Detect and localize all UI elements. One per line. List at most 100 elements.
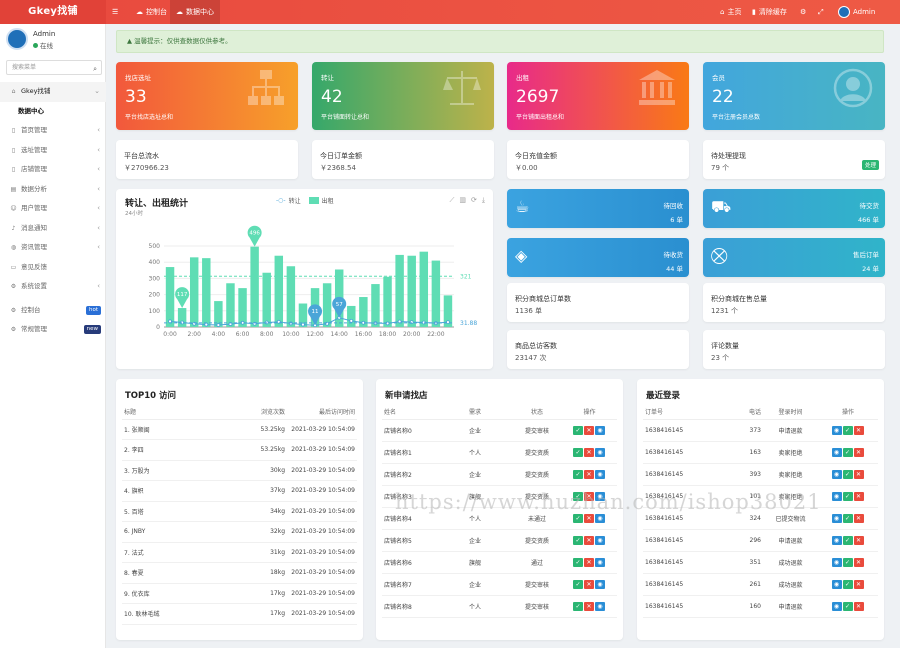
download-icon[interactable]: ⤓ bbox=[481, 196, 485, 204]
approve-button[interactable]: ✓ bbox=[573, 491, 583, 501]
sidebar-toggle-button[interactable]: ☰ bbox=[112, 0, 118, 24]
view-button[interactable]: ◉ bbox=[595, 535, 605, 545]
table-row[interactable]: 1. 张顺闽 53.25kg 2021-03-29 10:54:09 bbox=[122, 419, 357, 440]
reject-button[interactable]: ✕ bbox=[584, 557, 594, 567]
table-row[interactable]: 店铺名称6 旗舰 通过 ✓ ✕ ◉ bbox=[382, 551, 617, 574]
table-row[interactable]: 9. 优衣库 17kg 2021-03-29 10:54:09 bbox=[122, 583, 357, 604]
view-button[interactable]: ◉ bbox=[595, 557, 605, 567]
bar[interactable] bbox=[443, 295, 453, 327]
approve-button[interactable]: ✓ bbox=[573, 601, 583, 611]
tab-data-center[interactable]: ☁ 数据中心 bbox=[170, 0, 220, 24]
table-row[interactable]: 1638416145 101 卖家拒绝 ◉ ✓ ✕ bbox=[643, 485, 878, 508]
reject-button[interactable]: ✕ bbox=[853, 579, 864, 589]
sidebar-item[interactable]: 数据中心 bbox=[0, 102, 106, 122]
bar[interactable] bbox=[407, 255, 416, 327]
view-button[interactable]: ◉ bbox=[831, 535, 842, 545]
table-row[interactable]: 店铺名称4 个人 未通过 ✓ ✕ ◉ bbox=[382, 507, 617, 530]
view-button[interactable]: ◉ bbox=[831, 469, 842, 479]
approve-button[interactable]: ✓ bbox=[842, 513, 853, 523]
table-row[interactable]: 店铺名称3 旗舰 提交资质 ✓ ✕ ◉ bbox=[382, 485, 617, 508]
table-row[interactable]: 1638416145 163 卖家拒绝 ◉ ✓ ✕ bbox=[643, 441, 878, 464]
view-button[interactable]: ◉ bbox=[831, 557, 842, 567]
clear-cache-button[interactable]: ▮ 清除缓存 bbox=[752, 0, 787, 24]
line-point[interactable] bbox=[216, 323, 221, 327]
table-row[interactable]: 3. 万股为 30kg 2021-03-29 10:54:09 bbox=[122, 460, 357, 481]
sidebar-item[interactable]: ⚙ 控制台 hot bbox=[0, 301, 106, 321]
approve-button[interactable]: ✓ bbox=[842, 557, 853, 567]
settings-button[interactable]: ⚙ bbox=[800, 0, 806, 24]
approve-button[interactable]: ✓ bbox=[842, 425, 853, 435]
stat-card[interactable]: 出租 2697 平台铺面出租总和 bbox=[507, 62, 689, 130]
stat-card[interactable]: 会员 22 平台注册会员总数 bbox=[703, 62, 885, 130]
view-button[interactable]: ◉ bbox=[595, 425, 605, 435]
sidebar-item[interactable]: ⚙ 常规管理 new bbox=[0, 320, 106, 340]
bar[interactable] bbox=[177, 308, 187, 327]
sidebar-item[interactable]: ⚙ 系统设置 ‹ bbox=[0, 277, 106, 297]
sidebar-item[interactable]: ▯ 首页管理 ‹ bbox=[0, 121, 106, 141]
view-button[interactable]: ◉ bbox=[831, 425, 842, 435]
reject-button[interactable]: ✕ bbox=[584, 579, 594, 589]
bar[interactable] bbox=[238, 288, 247, 327]
chart-bar-icon[interactable]: ▥ bbox=[459, 196, 467, 204]
table-row[interactable]: 1638416145 393 卖家拒绝 ◉ ✓ ✕ bbox=[643, 463, 878, 486]
table-row[interactable]: 6. JNBY 32kg 2021-03-29 10:54:09 bbox=[122, 521, 357, 543]
reject-button[interactable]: ✕ bbox=[584, 469, 594, 479]
reject-button[interactable]: ✕ bbox=[853, 469, 864, 479]
approve-button[interactable]: ✓ bbox=[573, 513, 583, 523]
legend-bar[interactable]: 出租 bbox=[308, 196, 334, 205]
bar[interactable] bbox=[202, 258, 211, 327]
bar[interactable] bbox=[165, 267, 175, 327]
sidebar-item[interactable]: ♪ 消息通知 ‹ bbox=[0, 219, 106, 239]
menu-search-input[interactable]: 搜索菜单 ⌕ bbox=[6, 60, 102, 75]
approve-button[interactable]: ✓ bbox=[573, 447, 583, 457]
home-link[interactable]: ⌂ 主页 bbox=[720, 0, 741, 24]
approve-button[interactable]: ✓ bbox=[842, 469, 853, 479]
approve-button[interactable]: ✓ bbox=[573, 535, 583, 545]
reject-button[interactable]: ✕ bbox=[853, 425, 864, 435]
bar[interactable] bbox=[189, 257, 199, 327]
fullscreen-button[interactable]: ⤢ bbox=[818, 0, 824, 24]
table-row[interactable]: 店铺名称1 个人 提交资质 ✓ ✕ ◉ bbox=[382, 441, 617, 464]
view-button[interactable]: ◉ bbox=[831, 513, 842, 523]
admin-menu[interactable]: Admin bbox=[838, 0, 875, 24]
marker-pin[interactable]: 117 bbox=[175, 287, 190, 309]
bar[interactable] bbox=[359, 297, 368, 327]
order-card[interactable]: ⛒ 售后订单 24 单 bbox=[703, 238, 885, 277]
reject-button[interactable]: ✕ bbox=[584, 601, 594, 611]
table-row[interactable]: 1638416145 351 成功退款 ◉ ✓ ✕ bbox=[643, 551, 878, 574]
process-button[interactable]: 处理 bbox=[861, 160, 879, 170]
line-point[interactable] bbox=[301, 322, 305, 327]
reject-button[interactable]: ✕ bbox=[853, 513, 864, 523]
bar[interactable] bbox=[383, 276, 392, 327]
line-point[interactable] bbox=[204, 322, 209, 327]
bar[interactable] bbox=[250, 246, 259, 327]
view-button[interactable]: ◉ bbox=[831, 601, 842, 611]
approve-button[interactable]: ✓ bbox=[842, 601, 853, 611]
sidebar-item[interactable]: ▯ 店铺管理 ‹ bbox=[0, 160, 106, 180]
bar[interactable] bbox=[419, 251, 429, 327]
table-row[interactable]: 店铺名称8 个人 提交审核 ✓ ✕ ◉ bbox=[382, 595, 617, 618]
bar[interactable] bbox=[214, 301, 223, 327]
table-row[interactable]: 1638416145 324 已提交物流 ◉ ✓ ✕ bbox=[643, 507, 878, 530]
table-row[interactable]: 8. 春夏 18kg 2021-03-29 10:54:09 bbox=[122, 562, 357, 584]
reject-button[interactable]: ✕ bbox=[584, 535, 594, 545]
view-button[interactable]: ◉ bbox=[595, 579, 605, 589]
table-row[interactable]: 店铺名称5 企业 提交资质 ✓ ✕ ◉ bbox=[382, 529, 617, 552]
view-button[interactable]: ◉ bbox=[595, 491, 605, 501]
order-card[interactable]: ◈ 待收货 44 单 bbox=[507, 238, 689, 277]
reject-button[interactable]: ✕ bbox=[853, 601, 864, 611]
bar[interactable] bbox=[395, 254, 404, 327]
view-button[interactable]: ◉ bbox=[831, 447, 842, 457]
marker-pin[interactable]: 57 bbox=[332, 296, 347, 318]
table-row[interactable]: 店铺名称2 企业 提交资质 ✓ ✕ ◉ bbox=[382, 463, 617, 486]
bar[interactable] bbox=[262, 272, 271, 327]
sidebar-item[interactable]: ▭ 意见反馈 bbox=[0, 258, 106, 278]
bar[interactable] bbox=[371, 284, 380, 327]
stat-card[interactable]: 找店选址 33 平台找店选址总和 bbox=[116, 62, 298, 130]
table-row[interactable]: 店铺名称7 企业 提交审核 ✓ ✕ ◉ bbox=[382, 573, 617, 596]
marker-pin[interactable]: 496 bbox=[247, 225, 262, 247]
table-row[interactable]: 2. 李四 53.25kg 2021-03-29 10:54:09 bbox=[122, 439, 357, 461]
bar[interactable] bbox=[298, 303, 308, 327]
reject-button[interactable]: ✕ bbox=[584, 491, 594, 501]
avatar[interactable] bbox=[6, 28, 28, 50]
